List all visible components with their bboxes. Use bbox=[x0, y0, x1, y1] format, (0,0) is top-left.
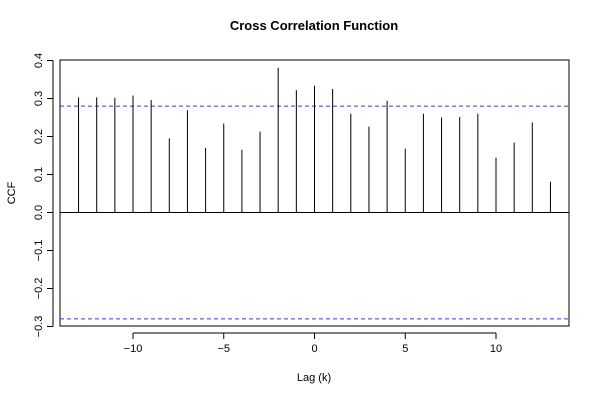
x-tick-label: −5 bbox=[217, 343, 230, 355]
x-axis-label: Lag (k) bbox=[297, 372, 331, 384]
x-tick-label: 10 bbox=[490, 343, 502, 355]
y-tick-label: −0.1 bbox=[33, 240, 45, 262]
y-axis-label: CCF bbox=[6, 181, 18, 204]
x-tick-label: 0 bbox=[311, 343, 317, 355]
y-tick-label: −0.3 bbox=[33, 316, 45, 338]
x-tick-label: 5 bbox=[402, 343, 408, 355]
plot-marks: −10 −5 0 5 10 −0.3 −0.2 −0.1 0.0 0.1 0.2 0.3 0.4 bbox=[33, 53, 569, 355]
y-tick-label: 0.0 bbox=[33, 205, 45, 220]
y-tick-label: −0.2 bbox=[33, 278, 45, 300]
x-tick-label: −10 bbox=[124, 343, 143, 355]
y-tick-label: 0.1 bbox=[33, 167, 45, 182]
y-tick-label: 0.4 bbox=[33, 53, 45, 68]
y-tick-label: 0.3 bbox=[33, 91, 45, 106]
chart-title: Cross Correlation Function bbox=[230, 18, 398, 33]
plot-frame bbox=[59, 59, 570, 327]
y-tick-label: 0.2 bbox=[33, 129, 45, 144]
